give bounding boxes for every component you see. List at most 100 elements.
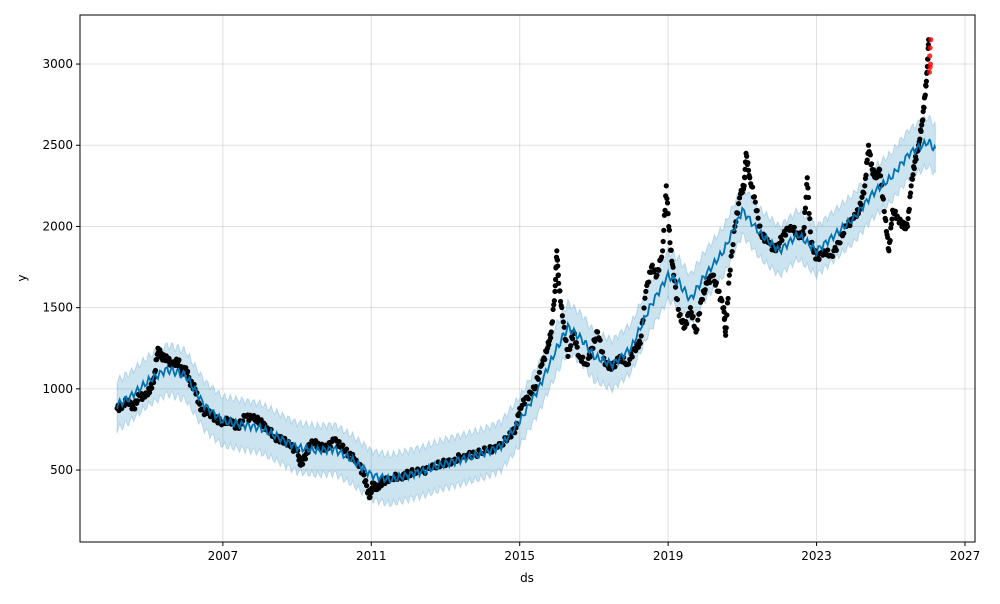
actual-point [554, 248, 560, 254]
actual-point [535, 376, 541, 382]
actual-point [539, 361, 545, 368]
actual-point [557, 298, 564, 305]
actual-point [185, 368, 191, 374]
actual-point [154, 356, 160, 363]
actual-point [690, 313, 696, 320]
actual-point [667, 240, 673, 246]
actual-point [587, 354, 593, 360]
actual-point [552, 276, 559, 283]
actual-point [880, 196, 886, 202]
actual-point [364, 482, 370, 489]
actual-point [807, 229, 813, 235]
actual-point [574, 344, 580, 350]
actual-point [533, 383, 539, 390]
actual-point [557, 288, 563, 294]
actual-point [911, 165, 917, 172]
actual-point [646, 279, 652, 285]
actual-point [859, 194, 865, 200]
actual-point [804, 175, 810, 181]
actual-point [735, 210, 741, 216]
recent-point [927, 53, 933, 59]
actual-point [725, 295, 731, 302]
actual-point [791, 224, 797, 230]
x-axis-label: ds [520, 571, 534, 585]
actual-point [336, 438, 342, 445]
y-tick-label: 2000 [42, 219, 73, 233]
actual-point [906, 206, 912, 212]
actual-point [687, 305, 693, 311]
actual-point [745, 160, 751, 166]
actual-point [551, 298, 557, 304]
actual-point [684, 321, 690, 327]
actual-point [641, 305, 647, 311]
actual-point [548, 335, 554, 341]
actual-point [858, 202, 864, 208]
actual-point [343, 446, 350, 452]
actual-point [642, 295, 648, 301]
actual-point [841, 230, 847, 236]
actual-point [707, 279, 713, 286]
actual-point [674, 296, 681, 303]
y-tick-label: 500 [50, 463, 73, 477]
actual-point [754, 208, 760, 214]
actual-point [905, 215, 911, 222]
actual-point [599, 349, 606, 355]
actual-point [666, 227, 672, 233]
actual-point [516, 410, 522, 417]
actual-point [597, 337, 603, 343]
forecast-line [116, 137, 937, 484]
actual-point [728, 253, 734, 259]
actual-point [367, 494, 373, 500]
actual-point [554, 257, 561, 263]
x-axis: 2007 2011 2015 2019 2023 2027 [208, 542, 980, 563]
actual-point [561, 324, 567, 330]
actual-point [721, 305, 727, 311]
actual-point [637, 340, 643, 346]
actual-point [913, 156, 919, 162]
actual-point [757, 223, 763, 229]
grid [80, 15, 975, 542]
actual-point [455, 452, 462, 458]
actual-point [865, 142, 872, 148]
actual-point [864, 157, 870, 163]
actual-point [625, 361, 632, 367]
actual-point [660, 238, 666, 245]
actual-point [833, 247, 839, 253]
actual-point [920, 117, 926, 123]
y-tick-label: 3000 [42, 57, 73, 71]
actual-point [695, 317, 701, 323]
actual-point [677, 311, 683, 318]
actual-point [830, 253, 836, 259]
recent-points [926, 37, 934, 75]
actual-point [670, 264, 676, 270]
actual-point [910, 172, 916, 178]
actual-point [584, 361, 591, 368]
actual-point [197, 401, 203, 407]
actual-point [816, 256, 822, 263]
actual-point [629, 354, 635, 360]
actual-point [723, 325, 729, 331]
actual-point [555, 263, 561, 269]
actual-point [921, 105, 927, 111]
actual-point [559, 313, 565, 319]
actual-point [727, 267, 733, 273]
actual-point [867, 152, 873, 158]
actual-point [783, 232, 789, 238]
actual-point [664, 200, 671, 206]
actual-point [525, 396, 531, 402]
actual-point [904, 223, 911, 230]
actual-point [702, 287, 708, 293]
actual-point [742, 175, 748, 181]
actual-point [134, 398, 141, 404]
actual-point [668, 247, 674, 253]
actual-point [555, 272, 561, 278]
actual-point [802, 209, 808, 215]
actual-point [132, 406, 138, 412]
actual-point [918, 128, 924, 135]
actual-point [699, 296, 706, 303]
actual-point [361, 472, 367, 478]
actual-point [672, 284, 679, 290]
actual-point [805, 194, 812, 201]
actual-point [546, 342, 552, 348]
